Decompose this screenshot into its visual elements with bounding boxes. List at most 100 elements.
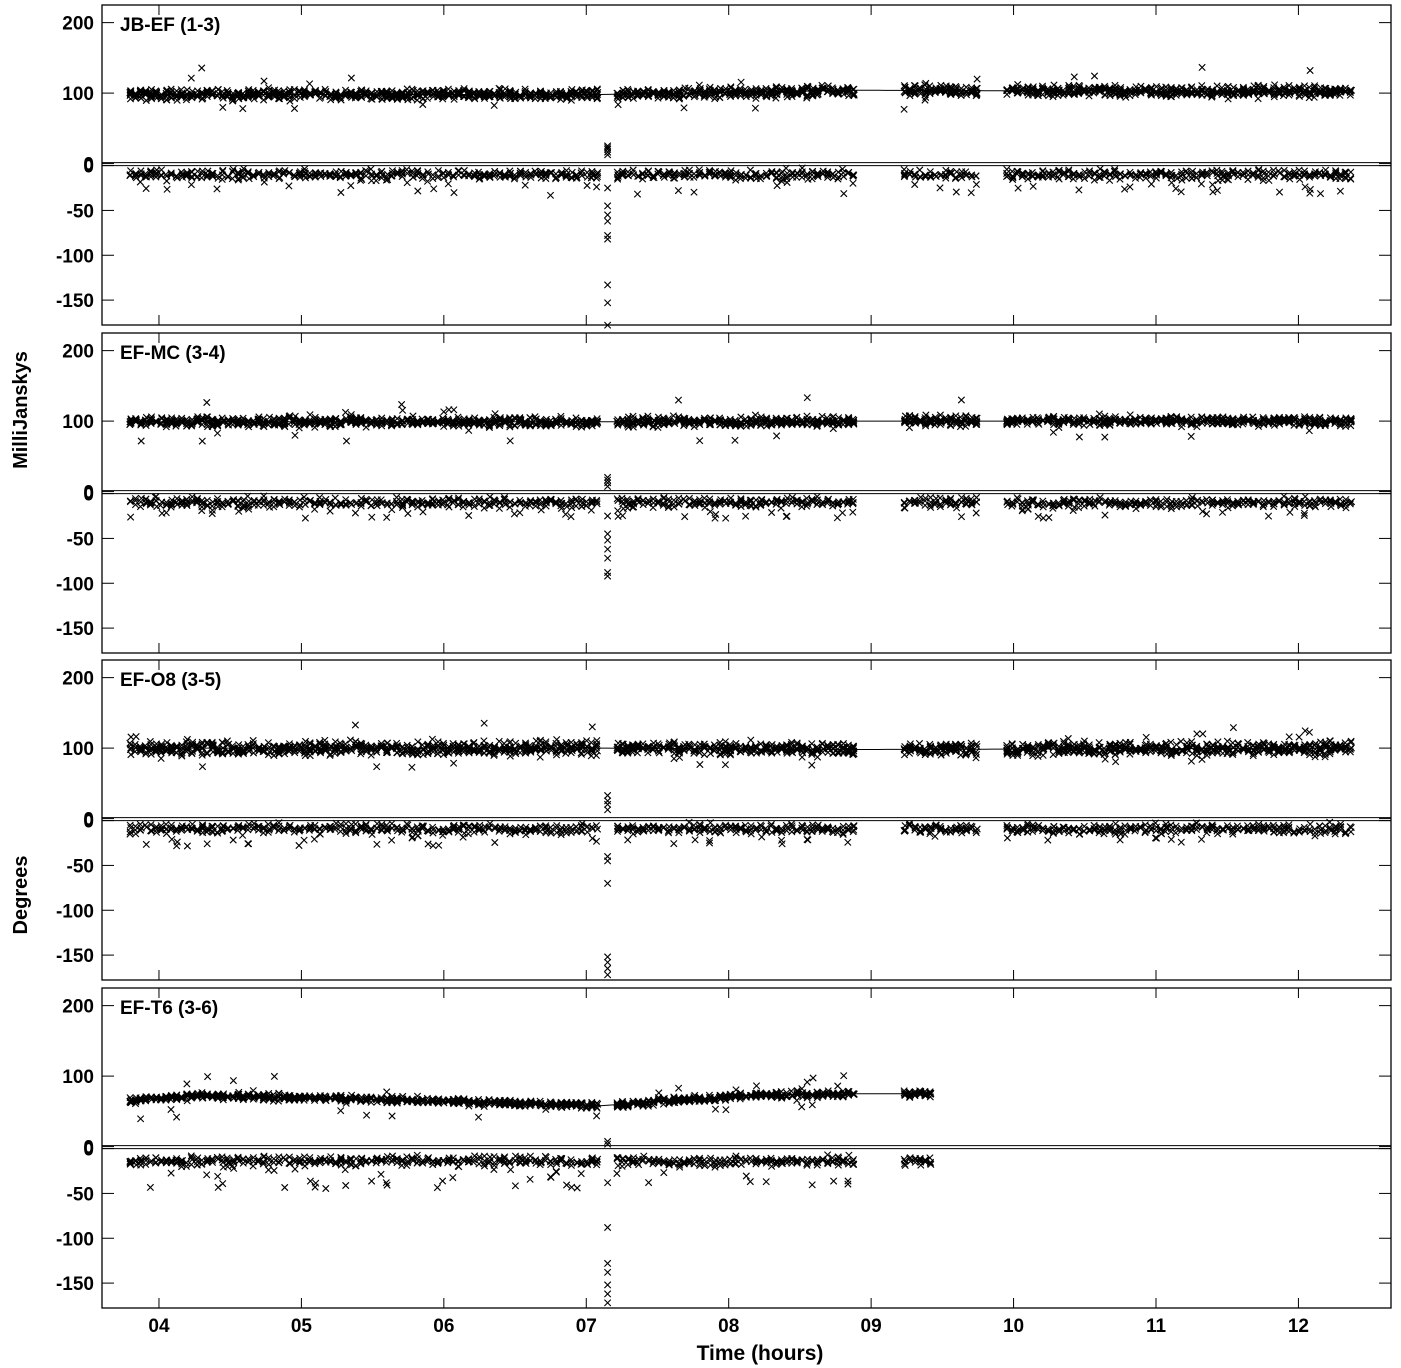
panel-frame [101, 332, 1392, 654]
phase-point [203, 173, 211, 181]
amp-point [546, 94, 554, 102]
amp-point [433, 86, 442, 94]
amp-tick-label: 200 [62, 14, 94, 35]
phase-point [450, 189, 458, 197]
amp-point [1346, 87, 1354, 95]
phase-points [126, 142, 1355, 329]
amp-point [1090, 72, 1099, 80]
phase-tick-label: -50 [67, 201, 94, 222]
phase-point [347, 172, 355, 180]
phase-outlier [604, 217, 612, 225]
amp-point [182, 93, 190, 101]
phase-point [301, 500, 309, 509]
amp-point [465, 94, 473, 102]
phase-point [680, 495, 688, 503]
amp-point [172, 92, 180, 100]
phase-point [444, 180, 452, 188]
phase-point [336, 172, 344, 180]
phase-point [1029, 182, 1037, 190]
amp-point [285, 88, 293, 96]
phase-point [911, 180, 919, 189]
phase-point [393, 493, 401, 501]
phase-point [782, 512, 790, 521]
amp-point [1018, 85, 1027, 93]
amp-point [367, 90, 375, 98]
phase-point [187, 181, 195, 189]
amp-point [306, 80, 314, 88]
amp-point [177, 86, 185, 94]
amp-point [480, 91, 489, 99]
phase-point [331, 170, 339, 178]
amp-point [818, 412, 826, 420]
phase-point [772, 173, 780, 181]
amp-point [419, 100, 427, 109]
phase-point [136, 503, 145, 511]
phase-tick-label: -150 [56, 619, 94, 640]
amp-point [137, 437, 145, 445]
amp-point [423, 89, 431, 97]
amp-point [818, 81, 826, 89]
amp-point [674, 396, 683, 404]
phase-point [244, 169, 252, 178]
phase-point [1014, 184, 1022, 192]
amp-point [1075, 433, 1083, 441]
amp-point [905, 424, 913, 432]
phase-point [255, 168, 263, 176]
amp-point [803, 394, 811, 402]
amp-point [665, 88, 673, 96]
amp-point [741, 91, 749, 99]
phase-point [275, 167, 284, 175]
phase-point [373, 171, 381, 179]
phase-point [840, 172, 848, 181]
amp-point [1306, 66, 1314, 75]
amp-point [773, 432, 781, 440]
phase-point [583, 181, 591, 190]
amp-point [680, 104, 688, 112]
panel-0 [101, 4, 1392, 329]
amp-point [1254, 89, 1262, 97]
amp-point [531, 92, 539, 100]
amp-point [900, 105, 908, 113]
amp-point [152, 89, 160, 97]
amp-point [910, 82, 919, 90]
phase-point [301, 514, 309, 522]
phase-point [234, 176, 242, 184]
amp-point [823, 88, 831, 96]
amp-point [614, 101, 622, 109]
amp-point [710, 86, 718, 94]
amp-point [311, 86, 320, 94]
amp-point [921, 96, 929, 104]
phase-point [849, 498, 857, 507]
amp-point [1039, 91, 1047, 99]
amp-point [850, 89, 858, 98]
amp-points [126, 394, 1355, 445]
phase-point [521, 181, 529, 189]
phase-point [1039, 167, 1047, 175]
amp-point [1065, 83, 1073, 91]
amp-point [1224, 95, 1232, 103]
phase-point [403, 179, 411, 187]
phase-point [356, 170, 365, 178]
amp-point [1187, 84, 1195, 92]
amp-point [1080, 421, 1088, 429]
phase-point [351, 509, 359, 517]
phase-point [849, 179, 857, 187]
phase-point [593, 183, 601, 191]
amp-point [300, 93, 308, 101]
amp-point [521, 85, 529, 93]
phase-outlier [604, 572, 612, 580]
phase-point [1197, 180, 1205, 188]
amp-point [1096, 88, 1104, 96]
phase-point [562, 510, 570, 518]
amp-point [838, 86, 847, 94]
phase-point [936, 184, 944, 192]
phase-point [290, 171, 298, 179]
phase-point [404, 509, 412, 518]
phase-point [250, 173, 258, 181]
amp-point [347, 74, 355, 82]
phase-point [414, 187, 422, 195]
phase-point [957, 513, 966, 521]
phase-point [1121, 185, 1129, 193]
amp-point [762, 84, 770, 93]
